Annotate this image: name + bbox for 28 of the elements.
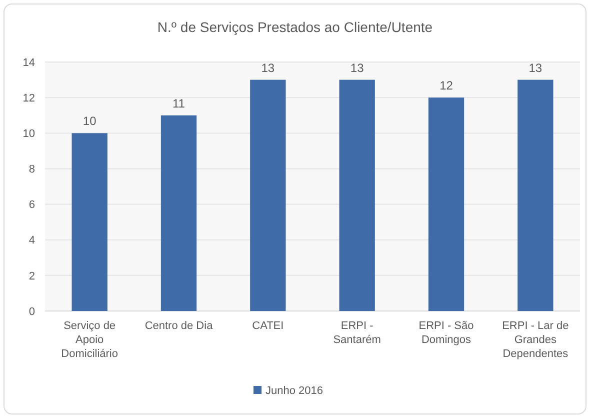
y-tick-label: 4 [28, 234, 35, 247]
y-tick-label: 6 [28, 199, 35, 212]
x-tick-label: Centro de Dia [144, 320, 214, 332]
chart-title: N.º de Serviços Prestados ao Cliente/Utente [157, 19, 433, 35]
y-tick-label: 2 [28, 270, 35, 282]
data-label: 13 [528, 60, 542, 75]
bar [250, 80, 286, 311]
bar [160, 115, 197, 311]
bar [428, 98, 464, 311]
y-tick-label: 10 [22, 128, 35, 140]
bar [72, 133, 108, 311]
data-label: 10 [82, 114, 97, 128]
x-tick-label: ERPI - Santarém [333, 320, 381, 346]
y-tick-label: 14 [22, 56, 35, 69]
bar [339, 80, 375, 311]
data-label: 12 [440, 78, 454, 93]
data-label: 13 [261, 60, 275, 75]
x-tick-label: Serviço de Apoio Domiciliário [61, 320, 118, 360]
x-tick-label: ERPI - Lar de Grandes Dependentes [502, 320, 569, 360]
x-tick-label: CATEI [252, 320, 284, 332]
y-tick-label: 8 [28, 164, 35, 176]
y-tick-label: 0 [28, 306, 35, 318]
data-label: 13 [350, 60, 364, 75]
y-tick-label: 12 [22, 92, 35, 104]
data-label: 11 [172, 96, 186, 110]
bar [518, 80, 554, 311]
x-tick-label: ERPI - São Domingos [418, 320, 474, 346]
legend-label: Junho 2016 [266, 384, 323, 397]
